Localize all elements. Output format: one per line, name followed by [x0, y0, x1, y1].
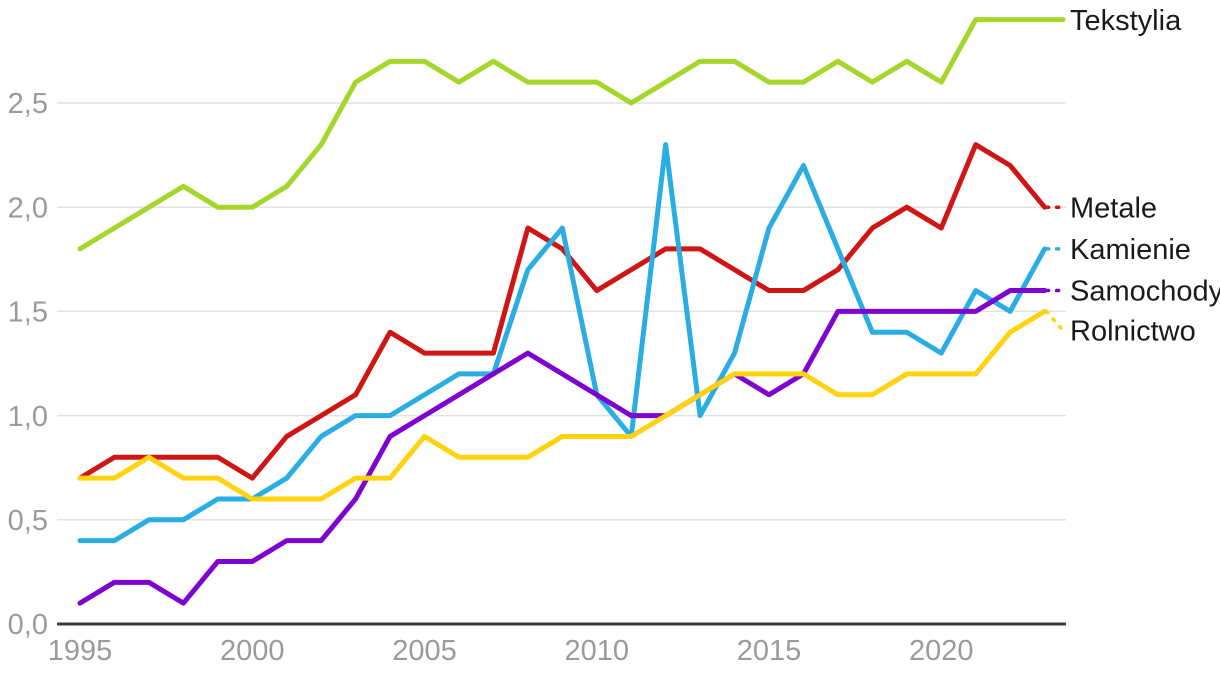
- series-line-tekstylia: [77, 17, 1048, 252]
- y-axis-tick-label: 1,5: [8, 297, 48, 329]
- y-axis-tick-label: 2,5: [8, 88, 48, 120]
- y-axis-tick-label: 1,0: [8, 401, 48, 433]
- series-line-rolnictwo: [77, 308, 1048, 502]
- series-line-metale: [77, 142, 1048, 481]
- x-axis-tick-label: 2010: [564, 635, 629, 667]
- x-axis-tick-label: 2005: [392, 635, 457, 667]
- y-axis-tick-label: 0,0: [8, 609, 48, 641]
- series-line-kamienie: [77, 142, 1048, 544]
- legend-label-samochody: Samochody: [1070, 276, 1220, 308]
- legend-label-rolnictwo: Rolnictwo: [1070, 316, 1196, 348]
- legend-label-metale: Metale: [1070, 192, 1157, 224]
- y-axis-tick-label: 0,5: [8, 505, 48, 537]
- legend-label-kamienie: Kamienie: [1070, 234, 1191, 266]
- x-axis-tick-label: 2000: [220, 635, 285, 667]
- legend-connector-rolnictwo: [1044, 309, 1065, 333]
- y-axis-tick-label: 2,0: [8, 192, 48, 224]
- x-axis-tick-label: 1995: [48, 635, 113, 667]
- x-axis-tick-label: 2015: [737, 635, 802, 667]
- legend-label-tekstylia: Tekstylia: [1070, 5, 1182, 37]
- x-axis-tick-label: 2020: [909, 635, 974, 667]
- series-line-samochody: [77, 288, 1048, 606]
